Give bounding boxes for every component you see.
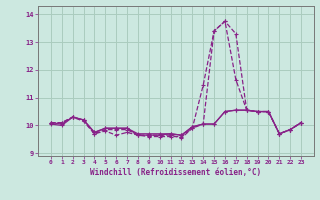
X-axis label: Windchill (Refroidissement éolien,°C): Windchill (Refroidissement éolien,°C) xyxy=(91,168,261,177)
